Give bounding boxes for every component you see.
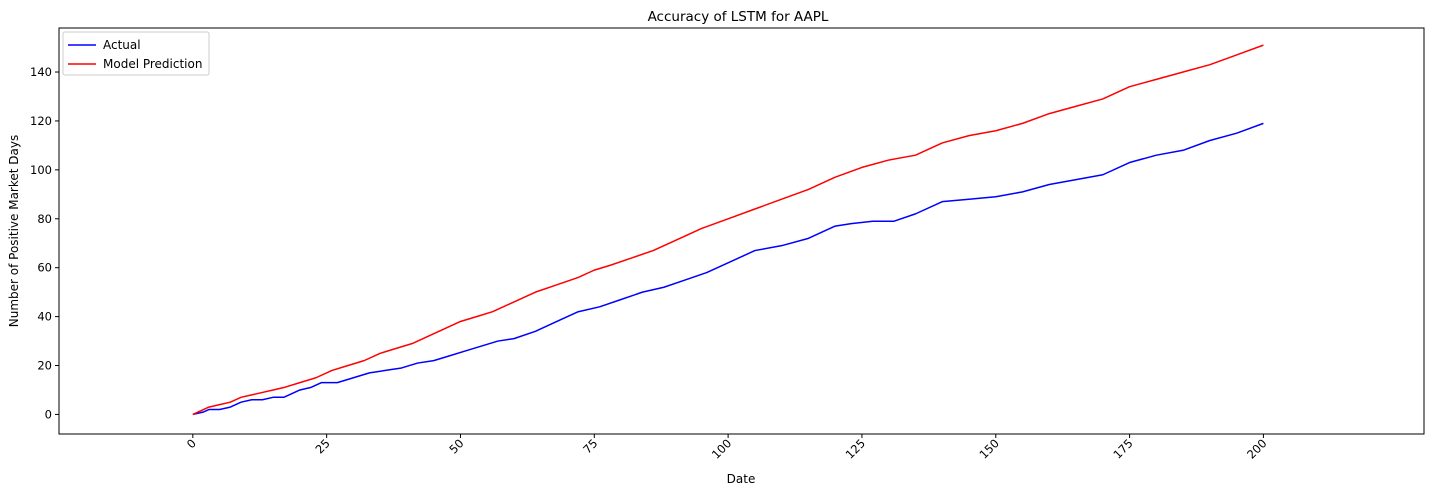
legend-items: Actual Model Prediction [68, 38, 202, 71]
legend-box [62, 31, 210, 76]
series-line-model-prediction [192, 44, 1264, 416]
y-tick-label: 140 [30, 65, 52, 79]
y-tick-label: 20 [37, 359, 52, 373]
y-tick-label: 40 [37, 310, 52, 324]
y-tick-label: 0 [45, 407, 52, 421]
y-tick-label: 100 [30, 163, 52, 177]
series-line-actual [192, 122, 1264, 416]
plot-frame [58, 27, 1425, 435]
legend-label: Model Prediction [103, 57, 202, 71]
legend-label: Actual [103, 38, 141, 52]
y-tick-label: 60 [37, 261, 52, 275]
x-axis-label: Date [727, 472, 756, 486]
y-axis: 0 20 40 60 80 100 120 140 [30, 65, 59, 421]
y-axis-label: Number of Positive Market Days [7, 135, 21, 328]
series-layer [192, 44, 1264, 416]
y-tick-label: 80 [37, 212, 52, 226]
y-tick-label: 120 [30, 114, 52, 128]
chart-title: Accuracy of LSTM for AAPL [648, 9, 829, 25]
legend: Actual Model Prediction [62, 31, 210, 76]
